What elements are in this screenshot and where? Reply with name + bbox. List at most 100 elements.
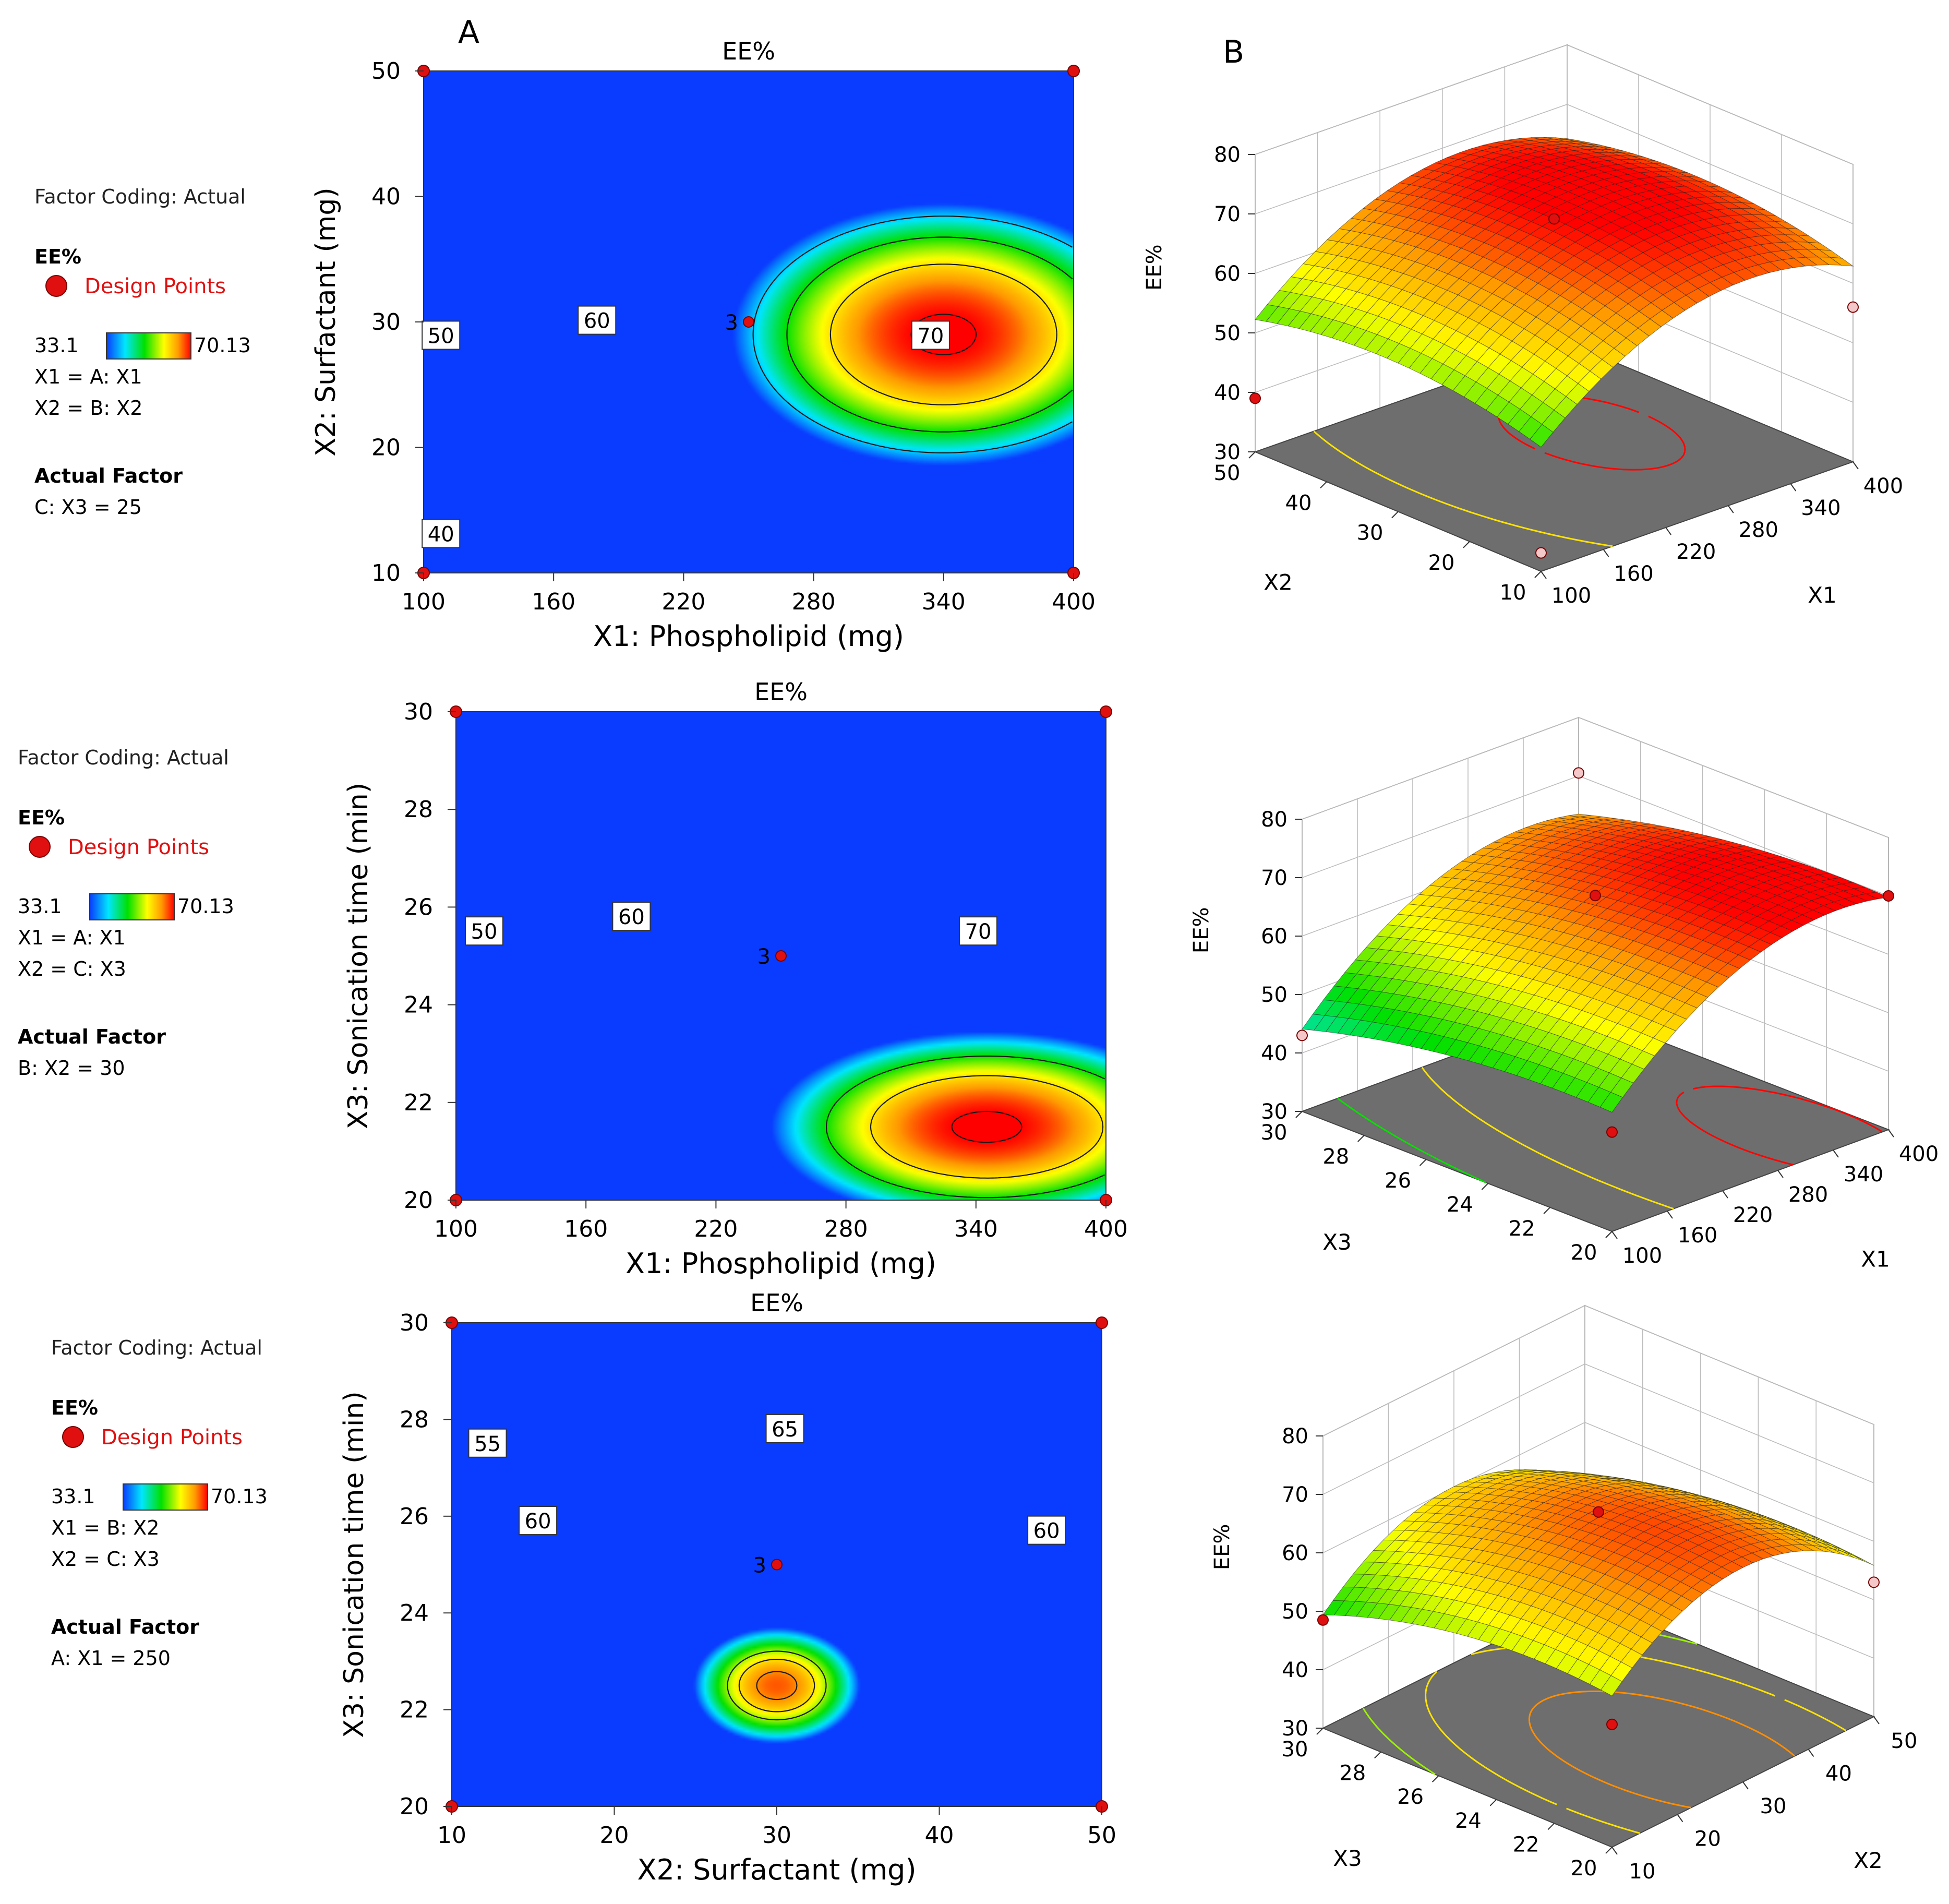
y-tick-label: 40 xyxy=(1285,491,1312,515)
x-tick-label: 160 xyxy=(532,589,575,615)
floor-contour-70 xyxy=(1676,1085,1883,1166)
surface-chart-2: 30 40 50 60 70 80 EE% 100 160 220 280 340 400 X1 20 22 2… xyxy=(1189,716,1939,1272)
contour-label-box xyxy=(911,320,950,350)
legend-coding: Factor Coding: Actual xyxy=(18,746,229,769)
surface-design-point xyxy=(1296,1029,1308,1041)
y-tick-label: 20 xyxy=(1428,551,1455,575)
contour-label: 50 xyxy=(471,920,498,944)
y-tick-label: 20 xyxy=(1571,1857,1597,1881)
surface-cell xyxy=(1599,1092,1623,1113)
contour-line-60 xyxy=(829,264,1057,405)
y-tick xyxy=(1391,511,1399,519)
y-tick-label: 30 xyxy=(1261,1121,1288,1145)
x-tick-label: 30 xyxy=(762,1822,791,1849)
x-tick-label: 400 xyxy=(1084,1216,1128,1242)
contour-label: 70 xyxy=(965,920,992,944)
y-tick-label: 40 xyxy=(371,184,401,210)
chart-title: EE% xyxy=(722,37,775,65)
y-tick-label: 28 xyxy=(1339,1762,1366,1786)
x-tick-label: 100 xyxy=(1622,1244,1662,1268)
y-tick xyxy=(1320,481,1327,488)
contour-label-box xyxy=(519,1506,558,1536)
x-tick xyxy=(1888,1129,1894,1137)
y-tick-label: 26 xyxy=(404,894,433,920)
contour-line-50 xyxy=(786,236,1073,433)
legend-low: 33.1 xyxy=(34,334,79,357)
center-point-count: 3 xyxy=(753,1554,766,1578)
contour-label: 55 xyxy=(474,1432,501,1456)
chart-title: EE% xyxy=(750,1289,803,1317)
surface-design-point xyxy=(1548,213,1560,225)
z-tick-label: 80 xyxy=(1282,1424,1308,1448)
y-tick-label: 26 xyxy=(400,1503,429,1530)
y-tick-label: 28 xyxy=(404,796,433,823)
z-axis-label: EE% xyxy=(1142,244,1166,291)
z-tick-label: 60 xyxy=(1214,262,1241,286)
x-tick xyxy=(1873,1716,1880,1725)
y-tick-label: 20 xyxy=(1571,1241,1597,1265)
legend-actual-factor-title: Actual Factor xyxy=(51,1615,199,1638)
x-tick xyxy=(1603,549,1609,557)
x-tick-label: 280 xyxy=(1788,1183,1828,1207)
y-tick xyxy=(1419,1159,1427,1166)
x-tick-label: 400 xyxy=(1863,474,1903,498)
z-tick-label: 70 xyxy=(1214,202,1241,226)
legend-design-point-marker xyxy=(45,275,67,297)
surface-mesh xyxy=(1302,813,1890,1113)
y-tick xyxy=(1248,451,1256,459)
legend-low: 33.1 xyxy=(51,1485,95,1508)
x-tick xyxy=(1665,527,1672,535)
center-point-count: 3 xyxy=(757,945,771,969)
y-axis-label: X3: Sonication time (min) xyxy=(339,1391,370,1738)
y-tick-label: 30 xyxy=(1282,1738,1308,1762)
x-tick-label: 220 xyxy=(661,589,705,615)
contour-label: 65 xyxy=(772,1418,798,1442)
surface-chart-3: 30 40 50 60 70 80 EE% 10 20 30 40 50 X2 20 22 24 26 28 30 X… xyxy=(1210,1304,1917,1884)
legend-high: 70.13 xyxy=(177,895,234,918)
contour-label-box xyxy=(578,305,617,335)
legend-block: Factor Coding: Actual EE%Design Points 33.… xyxy=(34,185,251,519)
x-tick-label: 280 xyxy=(792,589,836,615)
y-tick-label: 10 xyxy=(1500,581,1526,605)
x-tick xyxy=(1722,1190,1728,1199)
x-tick-label: 280 xyxy=(824,1216,868,1242)
y-axis-label: X2 xyxy=(1264,570,1293,595)
z-tick-label: 70 xyxy=(1261,866,1288,890)
x-tick-label: 400 xyxy=(1052,589,1096,615)
x-tick-label: 10 xyxy=(1629,1860,1656,1884)
z-tick-label: 80 xyxy=(1214,143,1241,167)
x-tick-label: 100 xyxy=(1551,584,1591,608)
legend-actual-factor: C: X3 = 25 xyxy=(34,496,142,519)
y-tick xyxy=(1605,1847,1613,1854)
contour-label-box xyxy=(612,902,651,931)
contour-label-box xyxy=(422,320,461,350)
contour-label: 40 xyxy=(428,522,454,546)
x-tick xyxy=(1727,505,1734,513)
surface-cell xyxy=(1601,1675,1622,1696)
y-tick-label: 24 xyxy=(1455,1809,1482,1833)
x-axis-label: X2: Surfactant (mg) xyxy=(637,1853,916,1886)
contour-label: 60 xyxy=(1033,1519,1060,1543)
x-tick-label: 100 xyxy=(402,589,446,615)
surface-design-point xyxy=(1535,547,1547,559)
x-axis-label: X2 xyxy=(1854,1848,1883,1873)
contour-label: 60 xyxy=(584,309,610,333)
y-tick-label: 20 xyxy=(400,1793,429,1820)
x-axis-label: X1: Phospholipid (mg) xyxy=(625,1247,936,1280)
legend-response: EE% xyxy=(51,1396,98,1419)
y-axis-label: X3 xyxy=(1333,1846,1362,1871)
legend-color-ramp xyxy=(89,893,175,920)
center-point-count: 3 xyxy=(725,311,738,335)
contour-label-box xyxy=(765,1414,804,1443)
x-tick-label: 340 xyxy=(954,1216,998,1242)
legend-design-points: Design Points xyxy=(101,1426,243,1450)
legend-map-1: X1 = A: X1 xyxy=(34,365,142,388)
surface-chart-1: 30 40 50 60 70 80 EE% 100 160 220 280 340 400 X1 10 20 3… xyxy=(1142,44,1903,608)
contour-chart-2: 50 60 70 3 100 160 220 280 340 400 20 22 24 26 28 30 EE%… xyxy=(18,678,1128,1280)
z-tick-label: 40 xyxy=(1282,1658,1308,1682)
contour-line-50 xyxy=(826,1055,1105,1199)
x-tick xyxy=(1790,483,1797,492)
x-tick-label: 30 xyxy=(1760,1794,1787,1818)
contour-label-box xyxy=(1027,1515,1066,1545)
